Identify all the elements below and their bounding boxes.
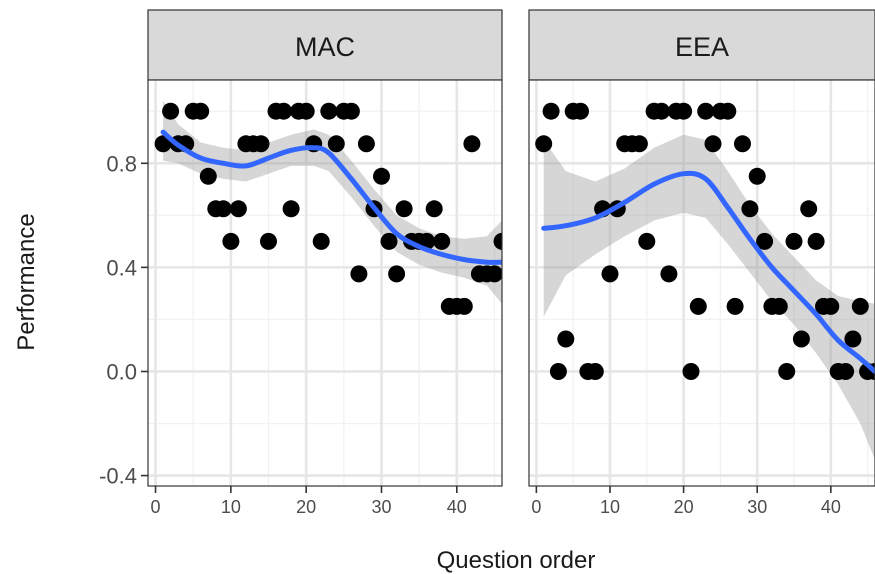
- x-tick-label: 40: [447, 497, 467, 517]
- points: [154, 102, 502, 315]
- x-tick-label: 20: [674, 497, 694, 517]
- data-point: [297, 102, 315, 120]
- data-point: [770, 297, 788, 315]
- data-point: [192, 102, 210, 120]
- data-point: [682, 363, 700, 380]
- data-point: [486, 265, 502, 283]
- data-point: [275, 102, 293, 120]
- data-point: [675, 102, 693, 120]
- data-point: [222, 232, 240, 250]
- data-point: [557, 330, 575, 348]
- panel-eea: EEA 0 10 20 30 40: [528, 9, 875, 517]
- x-axis-title: Question order: [437, 547, 596, 574]
- data-point: [638, 232, 656, 250]
- data-point: [822, 297, 840, 315]
- data-point: [493, 232, 502, 250]
- x-tick-label: 30: [371, 497, 391, 517]
- data-point: [601, 265, 619, 283]
- data-point: [229, 200, 247, 218]
- x-tick-label: 0: [151, 497, 161, 517]
- data-point: [542, 102, 560, 120]
- data-point: [734, 135, 751, 153]
- panel-border: [528, 79, 875, 487]
- data-point: [653, 102, 670, 120]
- data-point: [433, 232, 451, 250]
- data-point: [697, 102, 715, 120]
- data-point: [260, 232, 277, 250]
- data-point: [689, 297, 707, 315]
- data-point: [535, 135, 553, 153]
- y-tick-label: -0.4: [99, 464, 137, 489]
- data-point: [756, 232, 774, 250]
- data-point: [792, 330, 810, 348]
- data-point: [154, 135, 172, 153]
- data-point: [844, 330, 862, 348]
- y-tick-label: 0.0: [106, 359, 137, 384]
- plot-area: [535, 102, 875, 460]
- data-point: [800, 200, 818, 218]
- confidence-band: [543, 134, 875, 460]
- data-point: [741, 200, 759, 218]
- y-tick-label: 0.4: [106, 255, 137, 280]
- smooth-line: [160, 129, 502, 265]
- data-point: [572, 102, 589, 120]
- data-point: [455, 297, 473, 315]
- x-tick-label: 20: [296, 497, 316, 517]
- data-point: [630, 135, 648, 153]
- panel-border: [147, 79, 503, 487]
- strip-background: [528, 9, 875, 81]
- data-point: [719, 102, 737, 120]
- data-point: [704, 135, 722, 153]
- data-point: [660, 265, 678, 283]
- data-point: [785, 232, 803, 250]
- y-axis-title: Performance: [13, 213, 40, 350]
- data-point: [357, 135, 375, 153]
- x-tick-label: 30: [747, 497, 767, 517]
- data-point: [388, 265, 406, 283]
- data-point: [320, 102, 338, 120]
- data-point: [726, 297, 744, 315]
- data-point: [586, 363, 604, 380]
- data-point: [327, 135, 345, 153]
- x-axis: 0 10 20 30 40: [151, 486, 467, 517]
- data-point: [199, 167, 217, 185]
- data-point: [425, 200, 443, 218]
- data-point: [162, 102, 180, 120]
- data-point: [373, 167, 390, 185]
- data-point: [350, 265, 368, 283]
- y-tick-label: 0.8: [106, 151, 137, 176]
- strip-label: EEA: [675, 32, 729, 62]
- data-point: [837, 363, 855, 380]
- panel-mac: MAC 0 10 20 30 40: [147, 9, 503, 517]
- data-point: [549, 363, 567, 380]
- data-point: [748, 167, 766, 185]
- x-axis: 0 10 20 30 40: [531, 486, 841, 517]
- data-point: [282, 200, 300, 218]
- data-point: [851, 297, 869, 315]
- x-tick-label: 0: [531, 497, 541, 517]
- data-point: [395, 200, 413, 218]
- panel-background: [529, 80, 875, 486]
- data-point: [252, 135, 270, 153]
- strip-background: [147, 9, 503, 81]
- x-tick-label: 10: [221, 497, 241, 517]
- data-point: [807, 232, 825, 250]
- data-point: [214, 200, 232, 218]
- strip-label: MAC: [295, 32, 355, 62]
- points: [535, 102, 875, 380]
- y-axis: -0.4 0.0 0.4 0.8: [99, 151, 148, 489]
- data-point: [778, 363, 796, 380]
- plot-area: [154, 100, 502, 315]
- smooth-line: [541, 170, 875, 374]
- data-point: [312, 232, 330, 250]
- x-tick-label: 10: [600, 497, 620, 517]
- x-tick-label: 40: [821, 497, 841, 517]
- data-point: [380, 232, 398, 250]
- data-point: [463, 135, 481, 153]
- data-point: [342, 102, 360, 120]
